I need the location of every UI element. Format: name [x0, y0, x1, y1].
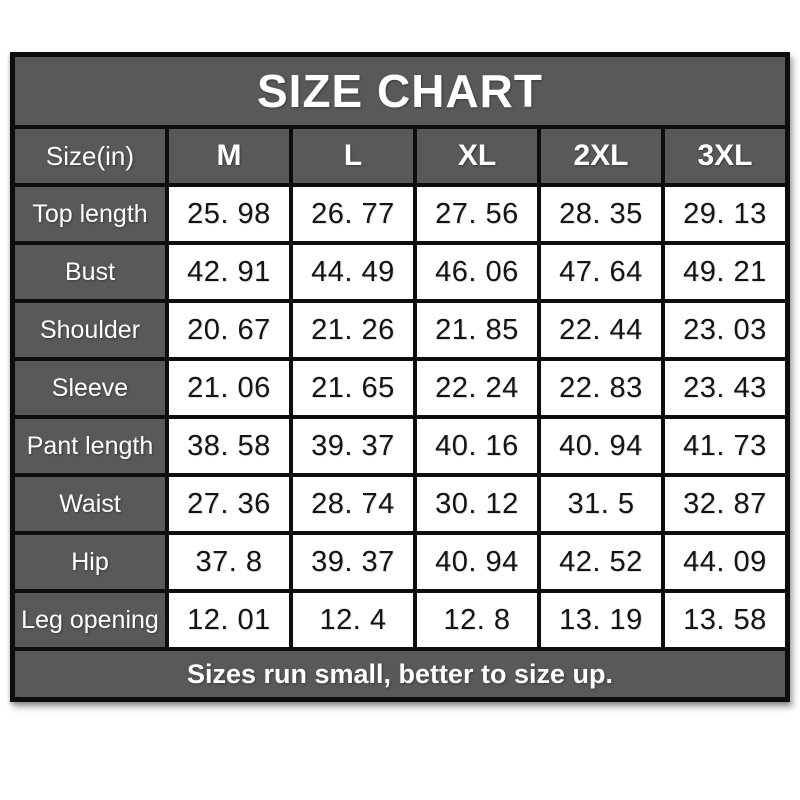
value-cell: 28. 35 [541, 187, 661, 241]
value-cell: 37. 8 [169, 535, 289, 589]
size-note: Sizes run small, better to size up. [15, 651, 785, 697]
value-cell: 29. 13 [665, 187, 785, 241]
header-cell-size-in: Size(in) [15, 129, 165, 183]
value-cell: 21. 85 [417, 303, 537, 357]
value-cell: 22. 83 [541, 361, 661, 415]
value-cell: 22. 44 [541, 303, 661, 357]
value-cell: 39. 37 [293, 419, 413, 473]
header-cell-3xl: 3XL [665, 129, 785, 183]
value-cell: 12. 01 [169, 593, 289, 647]
row-label-leg-opening: Leg opening [15, 593, 165, 647]
value-cell: 44. 49 [293, 245, 413, 299]
value-cell: 30. 12 [417, 477, 537, 531]
size-chart-table: SIZE CHART Size(in) M L XL 2XL 3XL Top l… [10, 52, 790, 702]
value-cell: 21. 65 [293, 361, 413, 415]
value-cell: 40. 94 [417, 535, 537, 589]
value-cell: 12. 8 [417, 593, 537, 647]
value-cell: 40. 94 [541, 419, 661, 473]
value-cell: 12. 4 [293, 593, 413, 647]
value-cell: 21. 26 [293, 303, 413, 357]
value-cell: 39. 37 [293, 535, 413, 589]
value-cell: 49. 21 [665, 245, 785, 299]
value-cell: 21. 06 [169, 361, 289, 415]
value-cell: 41. 73 [665, 419, 785, 473]
value-cell: 47. 64 [541, 245, 661, 299]
size-chart-title: SIZE CHART [15, 57, 785, 125]
value-cell: 42. 91 [169, 245, 289, 299]
row-label-shoulder: Shoulder [15, 303, 165, 357]
row-label-bust: Bust [15, 245, 165, 299]
row-label-top-length: Top length [15, 187, 165, 241]
value-cell: 40. 16 [417, 419, 537, 473]
header-cell-xl: XL [417, 129, 537, 183]
value-cell: 23. 03 [665, 303, 785, 357]
header-cell-2xl: 2XL [541, 129, 661, 183]
row-label-pant-length: Pant length [15, 419, 165, 473]
value-cell: 46. 06 [417, 245, 537, 299]
header-cell-l: L [293, 129, 413, 183]
row-label-waist: Waist [15, 477, 165, 531]
header-cell-m: M [169, 129, 289, 183]
value-cell: 13. 19 [541, 593, 661, 647]
value-cell: 44. 09 [665, 535, 785, 589]
value-cell: 25. 98 [169, 187, 289, 241]
value-cell: 20. 67 [169, 303, 289, 357]
value-cell: 27. 56 [417, 187, 537, 241]
value-cell: 22. 24 [417, 361, 537, 415]
value-cell: 38. 58 [169, 419, 289, 473]
value-cell: 26. 77 [293, 187, 413, 241]
value-cell: 27. 36 [169, 477, 289, 531]
value-cell: 23. 43 [665, 361, 785, 415]
value-cell: 13. 58 [665, 593, 785, 647]
row-label-hip: Hip [15, 535, 165, 589]
value-cell: 42. 52 [541, 535, 661, 589]
value-cell: 32. 87 [665, 477, 785, 531]
value-cell: 28. 74 [293, 477, 413, 531]
row-label-sleeve: Sleeve [15, 361, 165, 415]
value-cell: 31. 5 [541, 477, 661, 531]
